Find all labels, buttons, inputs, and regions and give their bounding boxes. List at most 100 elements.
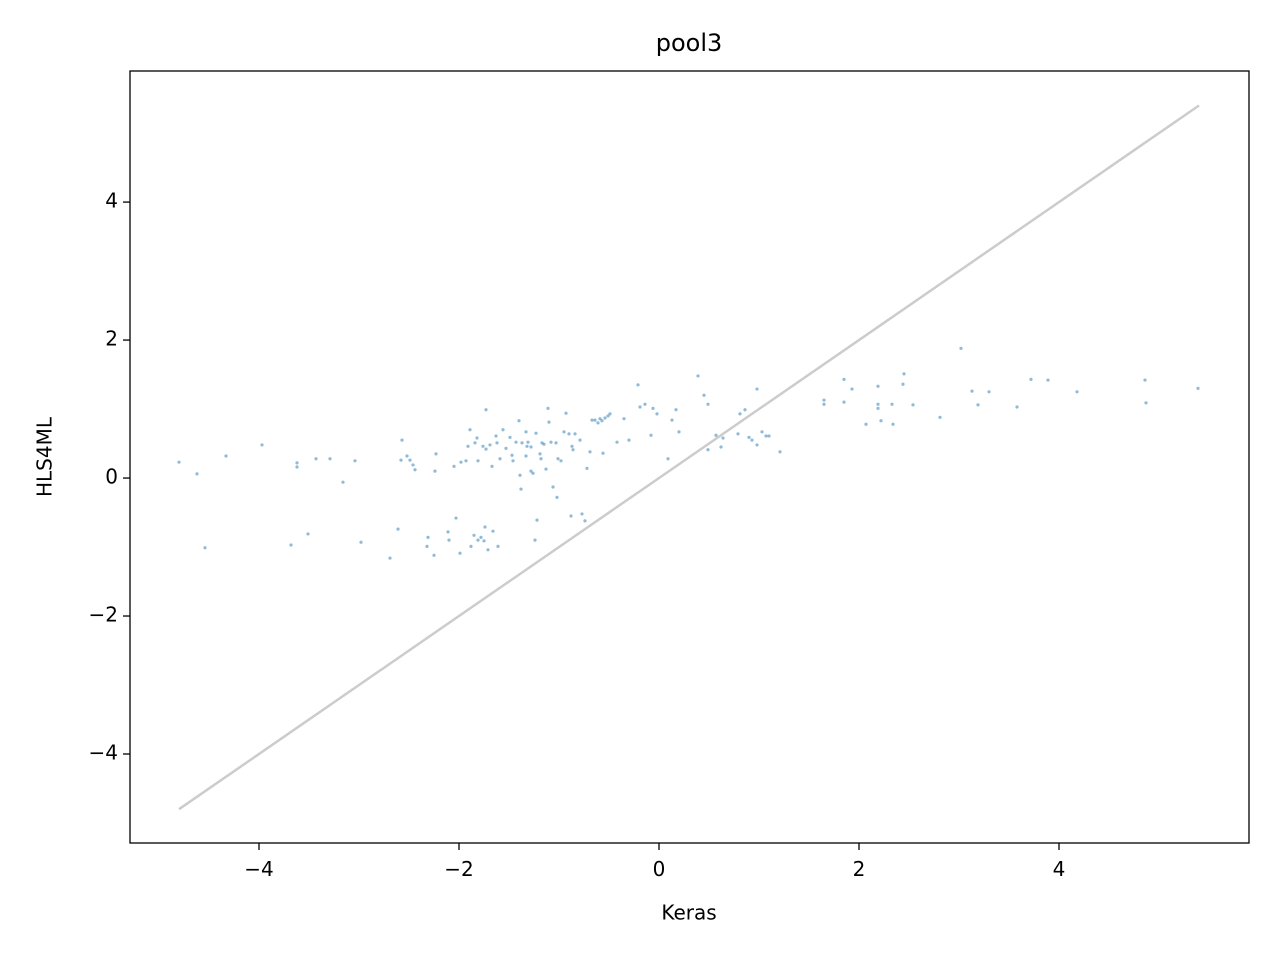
scatter-point (425, 544, 429, 548)
plot-frame (129, 70, 1250, 844)
scatter-point (476, 538, 480, 542)
scatter-point (555, 495, 559, 499)
scatter-point (622, 417, 626, 421)
y-tick-label: 2 (105, 327, 118, 351)
scatter-point (1029, 377, 1033, 381)
scatter-point (615, 440, 619, 444)
scatter-point (341, 480, 345, 484)
scatter-point (469, 544, 473, 548)
scatter-point (570, 444, 574, 448)
y-tick-label: −4 (89, 741, 118, 765)
scatter-point (490, 464, 494, 468)
scatter-point (289, 543, 293, 547)
scatter-point (396, 527, 400, 531)
scatter-point (1144, 401, 1148, 405)
scatter-point (177, 460, 181, 464)
scatter-point (585, 466, 589, 470)
scatter-point (535, 518, 539, 522)
scatter-point (767, 434, 771, 438)
scatter-point (559, 459, 563, 463)
scatter-point (517, 419, 521, 423)
scatter-point (598, 417, 602, 421)
scatter-point (643, 402, 647, 406)
scatter-point (498, 457, 502, 461)
scatter-point (452, 464, 456, 468)
scatter-point (224, 454, 228, 458)
scatter-point (195, 472, 199, 476)
scatter-point (627, 438, 631, 442)
scatter-point (879, 419, 883, 423)
scatter-point (491, 529, 495, 533)
scatter-point (473, 441, 477, 445)
scatter-point (655, 412, 659, 416)
scatter-point (578, 438, 582, 442)
scatter-point (525, 444, 529, 448)
scatter-point (295, 461, 299, 465)
scatter-point (547, 420, 551, 424)
scatter-point (408, 458, 412, 462)
scatter-point (359, 540, 363, 544)
x-tick-label: 2 (853, 857, 866, 881)
scatter-point (842, 377, 846, 381)
scatter-point (432, 553, 436, 557)
scatter-point (504, 446, 508, 450)
scatter-point (1075, 390, 1079, 394)
scatter-point (911, 403, 915, 407)
scatter-point (959, 346, 963, 350)
scatter-point (583, 519, 587, 523)
scatter-point (596, 421, 600, 425)
scatter-point (556, 457, 560, 461)
scatter-point (484, 408, 488, 412)
y-tick-label: −2 (89, 603, 118, 627)
scatter-point (510, 453, 514, 457)
scatter-point (755, 443, 759, 447)
scatter-point (636, 383, 640, 387)
scatter-point (484, 447, 488, 451)
reference-line (178, 104, 1200, 811)
scatter-point (702, 393, 706, 397)
scatter-point (864, 422, 868, 426)
scatter-point (405, 454, 409, 458)
scatter-point (719, 445, 723, 449)
scatter-point (590, 418, 594, 422)
scatter-point (494, 434, 498, 438)
scatter-point (514, 440, 518, 444)
x-tick-label: 0 (653, 857, 666, 881)
scatter-point (822, 398, 826, 402)
scatter-point (472, 533, 476, 537)
scatter-point (481, 444, 485, 448)
scatter-point (876, 406, 880, 410)
scatter-point (413, 468, 417, 472)
scatter-point (306, 532, 310, 536)
scatter-point (706, 448, 710, 452)
scatter-point (606, 414, 610, 418)
scatter-point (544, 467, 548, 471)
scatter-point (588, 450, 592, 454)
scatter-point (538, 452, 542, 456)
scatter-point (706, 402, 710, 406)
scatter-point (902, 372, 906, 376)
y-tick-label: 4 (105, 189, 118, 213)
scatter-point (203, 546, 207, 550)
scatter-point (670, 418, 674, 422)
scatter-point (603, 416, 607, 420)
scatter-point (400, 438, 404, 442)
scatter-point (651, 406, 655, 410)
scatter-point (433, 469, 437, 473)
scatter-point (549, 440, 553, 444)
x-tick-label: −2 (444, 857, 473, 881)
scatter-point (564, 411, 568, 415)
scatter-point (464, 459, 468, 463)
scatter-point (520, 441, 524, 445)
scatter-point (778, 450, 782, 454)
scatter-point (554, 441, 558, 445)
scatter-point (475, 436, 479, 440)
scatter-point (295, 465, 299, 469)
scatter-point (466, 444, 470, 448)
scatter-point (534, 431, 538, 435)
scatter-point (447, 538, 451, 542)
scatter-point (511, 459, 515, 463)
scatter-point (760, 430, 764, 434)
scatter-point (674, 408, 678, 412)
